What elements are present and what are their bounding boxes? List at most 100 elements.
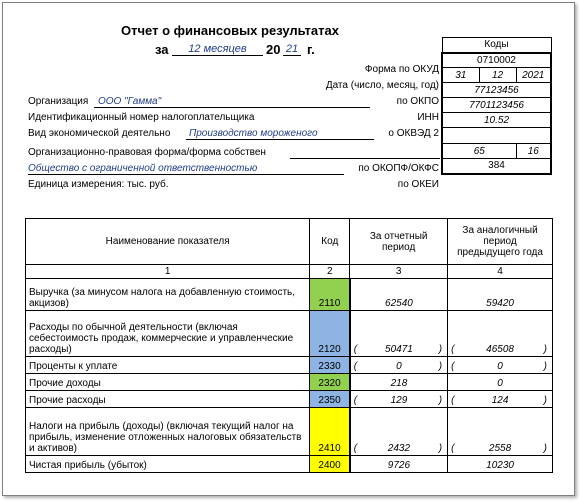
label-inn-full: Идентификационный номер налогоплательщик…: [28, 112, 255, 123]
paren-open: (: [451, 361, 455, 372]
codes-box: Коды 0710002 31 12 2021 77123456 7701123…: [441, 37, 552, 175]
year-g: г.: [307, 42, 315, 57]
date-year: 2021: [515, 67, 552, 83]
table-row: Прочие расходы 2350 129 () 124 (): [24, 390, 553, 408]
value-text: 2432: [387, 443, 411, 454]
colnum-2: 2: [309, 264, 351, 279]
okopf-spacer: [441, 127, 552, 144]
header-current: За отчетный период: [349, 218, 449, 265]
row-code: 2350: [309, 390, 351, 408]
codes-header: Коды: [441, 37, 552, 53]
okpo-code: 77123456: [441, 82, 552, 98]
value-text: 218: [390, 378, 408, 389]
paren-close: ): [543, 361, 547, 372]
value-text: 50471: [385, 344, 413, 355]
value-text: 2558: [488, 443, 512, 454]
colnum-4: 4: [447, 264, 553, 279]
row-name: Прочие расходы: [24, 390, 311, 408]
okfs-code: 16: [515, 143, 552, 159]
okved-code: 10.52: [441, 112, 552, 128]
row-previous-value: 0: [447, 373, 553, 391]
row-code: 2330: [309, 356, 351, 374]
period-za: за: [155, 42, 169, 57]
paren-open: (: [451, 443, 455, 454]
paren-open: (: [353, 443, 358, 454]
value-text: 0: [497, 361, 503, 372]
label-okud: Форма по ОКУД: [364, 64, 439, 75]
paren-open: (: [353, 395, 358, 406]
label-org: Организация: [28, 96, 89, 107]
org-underline: [94, 96, 370, 108]
row-previous-value: 124 (): [447, 390, 553, 408]
okud-code: 0710002: [441, 51, 552, 68]
paren-open: (: [353, 361, 358, 372]
label-okved: о ОКВЭД 2: [388, 128, 439, 139]
label-legal-form: Организационно-правовая форма/форма собс…: [28, 147, 266, 158]
colnum-3: 3: [349, 264, 449, 279]
value-text: 10230: [486, 460, 514, 471]
financial-results-table: Наименование показателя Код За отчетный …: [24, 218, 553, 473]
org-value: ООО "Гамма": [98, 96, 162, 107]
row-name: Налоги на прибыль (доходы) (включая теку…: [24, 407, 311, 456]
header-previous: За аналогичный период предыдущего года: [447, 218, 553, 265]
header-name: Наименование показателя: [24, 218, 311, 265]
year-prefix: 20: [266, 42, 281, 57]
value-text: 0: [396, 361, 402, 372]
table-row: Налоги на прибыль (доходы) (включая теку…: [24, 407, 553, 456]
row-name: Прочие доходы: [24, 373, 311, 391]
row-current-value: 0 (): [348, 356, 449, 374]
row-name: Чистая прибыль (убыток): [24, 455, 311, 473]
row-previous-value: 46508 (): [447, 310, 553, 357]
label-inn: ИНН: [417, 112, 439, 123]
row-previous-value: 10230: [447, 455, 553, 473]
value-text: 9726: [387, 460, 411, 471]
paren-close: ): [543, 443, 547, 454]
label-okpo: по ОКПО: [396, 96, 439, 107]
label-okopf: по ОКОПФ/ОКФС: [358, 163, 439, 174]
row-code: 2410: [309, 407, 351, 456]
row-name: Проценты к уплате: [24, 356, 311, 374]
activity-underline: [186, 128, 374, 140]
paren-close: ): [438, 344, 443, 355]
table-row: Расходы по обычной деятельности (включая…: [24, 310, 553, 357]
value-text: 46508: [486, 344, 514, 355]
date-month: 12: [478, 67, 517, 83]
row-previous-value: 59420: [447, 278, 553, 311]
row-previous-value: 0 (): [447, 356, 553, 374]
header-code: Код: [309, 218, 351, 265]
colnum-1: 1: [24, 264, 311, 279]
legal-form-underline-2: [28, 163, 344, 175]
row-previous-value: 2558 (): [447, 407, 553, 456]
row-current-value: 2432 (): [348, 407, 449, 456]
value-text: 0: [497, 378, 503, 389]
period-value: 12 месяцев: [172, 43, 263, 56]
paren-open: (: [353, 344, 358, 355]
inn-code: 7701123456: [441, 97, 552, 113]
paren-close: ): [438, 361, 443, 372]
value-text: 129: [390, 395, 408, 406]
legal-form-value: Общество с ограниченной ответственностью: [28, 163, 258, 174]
row-code: 2110: [309, 278, 351, 311]
year-suffix: 21: [283, 43, 301, 56]
paren-close: ): [438, 443, 443, 454]
label-activity: Вид экономической деятельно: [28, 128, 171, 139]
table-row: Проценты к уплате 2330 0 () 0 (): [24, 356, 553, 374]
legal-form-underline-1: [290, 147, 440, 159]
table-row: Выручка (за минусом налога на добавленну…: [24, 278, 553, 311]
date-day: 31: [441, 67, 480, 83]
row-name: Расходы по обычной деятельности (включая…: [24, 310, 311, 357]
row-code: 2400: [309, 455, 351, 473]
value-text: 62540: [385, 298, 413, 309]
row-current-value: 9726: [348, 455, 449, 473]
value-text: 59420: [486, 298, 514, 309]
row-name: Выручка (за минусом налога на добавленну…: [24, 278, 311, 311]
paren-close: ): [438, 395, 443, 406]
table-row: Чистая прибыль (убыток) 2400 9726 10230: [24, 455, 553, 473]
okei-code: 384: [441, 158, 552, 175]
okopf-code: 65: [441, 143, 517, 159]
row-code: 2120: [309, 310, 351, 357]
paren-open: (: [451, 344, 455, 355]
label-date: Дата (число, месяц, год): [325, 80, 439, 91]
report-title: Отчет о финансовых результатах: [121, 23, 339, 38]
row-code: 2320: [309, 373, 351, 391]
